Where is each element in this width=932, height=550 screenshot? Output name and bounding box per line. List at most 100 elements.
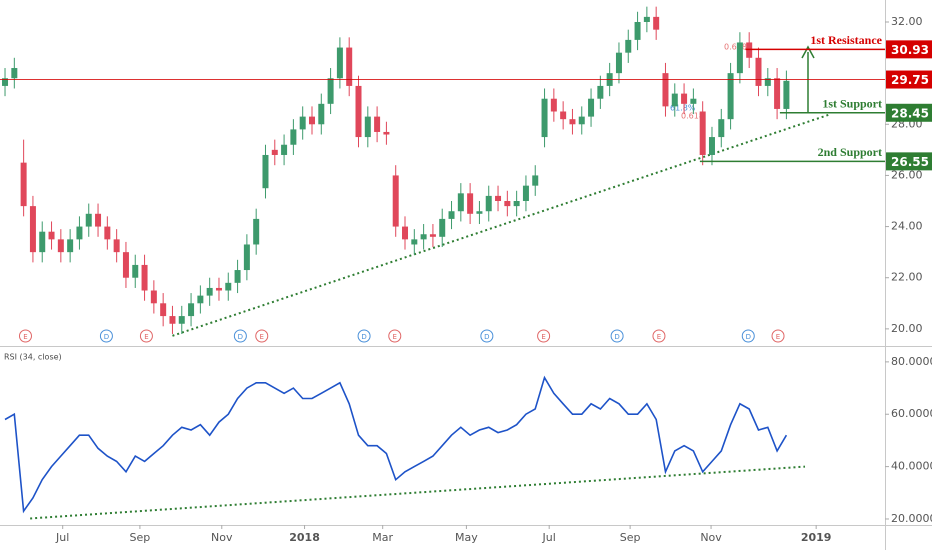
level-name: 2nd Support xyxy=(818,145,882,159)
candle-body xyxy=(178,316,185,324)
candle-body xyxy=(2,78,9,86)
candle-body xyxy=(57,239,64,253)
candle-body xyxy=(225,282,232,291)
candle-body xyxy=(113,239,120,253)
candle-body xyxy=(774,78,781,109)
candle-body xyxy=(699,111,706,155)
event-label: E xyxy=(23,333,27,341)
candle-body xyxy=(420,234,427,240)
candle-body xyxy=(383,131,390,135)
level-value: 28.45 xyxy=(891,106,929,120)
level-value: 26.55 xyxy=(891,155,929,169)
candle-body xyxy=(625,39,632,53)
candle-body xyxy=(141,264,148,291)
event-marker xyxy=(99,329,113,343)
level-tag xyxy=(886,70,932,89)
candle-body xyxy=(76,226,83,240)
candle-body xyxy=(467,193,474,214)
event-marker xyxy=(610,329,624,343)
candle-body xyxy=(392,175,399,227)
candle-body xyxy=(299,116,306,130)
x-tick-label: Sep xyxy=(620,531,641,544)
candle-body xyxy=(504,201,511,207)
candle-body xyxy=(197,295,204,304)
candle-body xyxy=(569,119,576,125)
candle-body xyxy=(736,42,743,74)
y-tick-label: 32.00 xyxy=(891,15,923,28)
level-name: 1st Support xyxy=(822,97,882,111)
event-marker xyxy=(357,329,371,343)
event-marker xyxy=(233,329,247,343)
candle-body xyxy=(727,73,734,120)
candle-body xyxy=(429,234,436,237)
candle-body xyxy=(439,218,446,237)
candle-body xyxy=(746,42,753,58)
candle-body xyxy=(48,231,55,240)
candle-body xyxy=(262,154,269,189)
candle-body xyxy=(215,287,222,291)
candle-body xyxy=(150,290,157,304)
event-marker xyxy=(255,329,269,343)
candle-body xyxy=(364,116,371,138)
level-tag xyxy=(886,40,932,59)
event-label: D xyxy=(238,333,243,341)
candle-body xyxy=(271,149,278,155)
candle-body xyxy=(290,129,297,145)
y-tick-label: 22.00 xyxy=(891,271,923,284)
candle-body xyxy=(541,98,548,138)
candle-body xyxy=(485,195,492,212)
event-marker xyxy=(771,329,785,343)
candle-body xyxy=(615,52,622,74)
y-tick-label: 60.0000 xyxy=(891,407,932,420)
event-label: D xyxy=(746,333,751,341)
y-tick-label: 20.00 xyxy=(891,322,923,335)
y-tick-label: 20.0000 xyxy=(891,512,932,525)
event-marker xyxy=(388,329,402,343)
candle-body xyxy=(188,303,195,317)
event-marker xyxy=(18,329,32,343)
event-marker xyxy=(537,329,551,343)
fib-label: 61.8% xyxy=(670,104,696,113)
candle-body xyxy=(708,137,715,155)
candle-body xyxy=(85,213,92,227)
candle-body xyxy=(206,287,213,296)
level-tag xyxy=(886,152,932,171)
candle-body xyxy=(308,116,315,125)
y-tick-label: 24.00 xyxy=(891,220,923,233)
level-value: 29.75 xyxy=(891,73,929,87)
event-label: D xyxy=(361,333,366,341)
candle-body xyxy=(662,73,669,107)
event-marker xyxy=(139,329,153,343)
candle-body xyxy=(671,93,678,107)
rsi-line xyxy=(4,375,788,514)
candle-body xyxy=(690,98,697,104)
candle-body xyxy=(783,80,790,109)
candle-body xyxy=(122,252,129,278)
fib-label: 0.618 xyxy=(724,43,747,52)
trendline xyxy=(172,113,831,337)
x-tick-label: Nov xyxy=(211,531,233,544)
candle-body xyxy=(67,239,74,253)
x-tick-label: Nov xyxy=(700,531,722,544)
event-label: E xyxy=(393,333,397,341)
candle-body xyxy=(578,116,585,125)
event-marker xyxy=(652,329,666,343)
candle-body xyxy=(355,85,362,138)
candle-body xyxy=(513,201,520,207)
event-label: E xyxy=(657,333,661,341)
candle-body xyxy=(681,93,688,104)
candle-body xyxy=(560,111,567,120)
candle-body xyxy=(634,21,641,40)
candle-body xyxy=(234,270,241,283)
candle-body xyxy=(374,116,381,132)
candle-body xyxy=(346,47,353,86)
rsi-title: RSI (34, close) xyxy=(4,353,62,362)
y-tick-label: 80.0000 xyxy=(891,355,932,368)
event-marker xyxy=(741,329,755,343)
x-tick-label: May xyxy=(455,531,478,544)
candle-body xyxy=(522,185,529,202)
level-tag xyxy=(886,103,932,122)
candle-body xyxy=(281,144,288,155)
candle-body xyxy=(550,98,557,112)
